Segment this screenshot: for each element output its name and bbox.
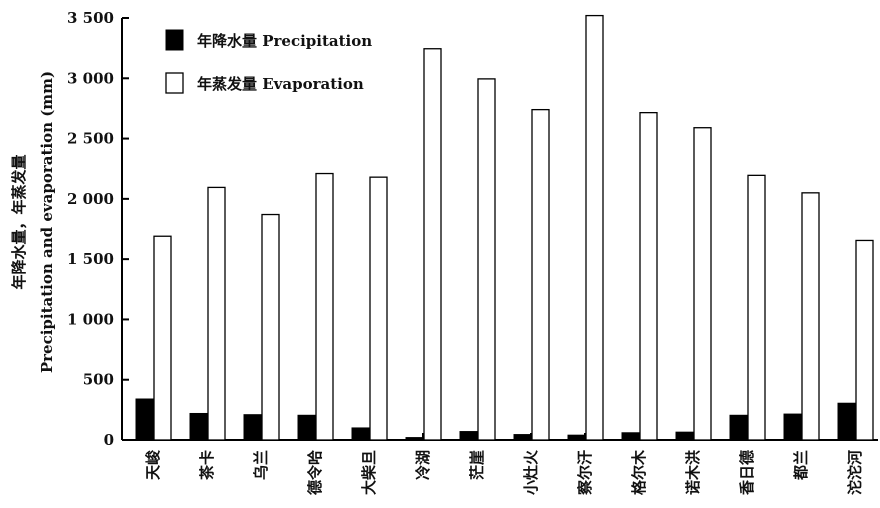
bar-evaporation [747,174,766,441]
bar-evaporation [531,108,550,441]
legend-label-precipitation: 年降水量 Precipitation [197,32,372,50]
bar-evaporation [153,235,172,441]
bar-evaporation [261,213,280,441]
y-tick-label: 1 000 [67,310,114,328]
y-tick-label: 1 500 [67,250,114,268]
bar-evaporation [801,192,820,441]
x-tick-label: 德令哈 [306,450,324,495]
bar-evaporation [855,239,874,441]
bar-evaporation [207,186,226,441]
x-tick-label: 大柴旦 [360,450,378,495]
x-tick-label: 沱沱河 [846,450,864,495]
bar-evaporation [369,176,388,441]
bar-precipitation [405,437,424,441]
bar-precipitation [675,431,694,441]
x-tick-label: 乌兰 [252,450,270,480]
bar-evaporation [477,78,496,441]
bar-precipitation [567,434,586,441]
y-tick-label: 3 500 [67,9,114,27]
bar-precipitation [837,402,856,441]
y-tick-label: 2 500 [67,130,114,148]
x-tick-label: 天峻 [144,449,162,480]
bar-precipitation [297,414,316,441]
bar-precipitation [189,412,208,441]
y-tick-label: 2 000 [67,190,114,208]
bar-precipitation [459,431,478,441]
x-tick-label: 察尔汗 [576,450,594,496]
bar-precipitation [729,414,748,441]
bar-precipitation [783,413,802,441]
x-tick-label: 冷湖 [414,450,432,480]
bar-precipitation [243,414,262,441]
axes: 0 500 1 000 1 500 2 000 2 500 3 000 3 500 天峻 茶卡 乌兰… [67,9,878,496]
x-tick-label: 茶卡 [198,450,216,480]
bar-evaporation [693,127,712,441]
x-tick-label: 格尔木 [630,449,648,495]
bar-precipitation [513,434,532,441]
x-tick-label: 香日德 [738,450,756,495]
x-tick-label: 小灶火 [522,449,540,495]
y-axis-label-cn: 年降水量，年蒸发量 [10,154,28,289]
x-tick-label: 都兰 [792,450,810,481]
bars [135,14,874,441]
legend-swatch-precipitation [165,29,184,51]
bar-evaporation [639,111,658,441]
bar-evaporation [585,14,604,441]
y-axis-label-en: Precipitation and evaporation (mm) [38,71,56,373]
bar-precipitation [135,398,154,441]
bar-evaporation [423,48,442,441]
x-tick-label: 茫崖 [468,450,486,480]
y-axis-label: 年降水量，年蒸发量 Precipitation and evaporation … [10,71,56,373]
y-tick-label: 0 [104,431,114,449]
y-tick-label: 500 [83,371,114,389]
bar-evaporation [315,172,334,441]
x-tick-label: 诺木洪 [684,450,702,495]
bar-precipitation [351,427,370,441]
y-tick-label: 3 000 [67,69,114,87]
bar-precipitation [621,432,640,441]
legend-swatch-evaporation [165,72,184,94]
legend: 年降水量 Precipitation 年蒸发量 Evaporation [165,29,372,94]
legend-label-evaporation: 年蒸发量 Evaporation [197,75,364,93]
